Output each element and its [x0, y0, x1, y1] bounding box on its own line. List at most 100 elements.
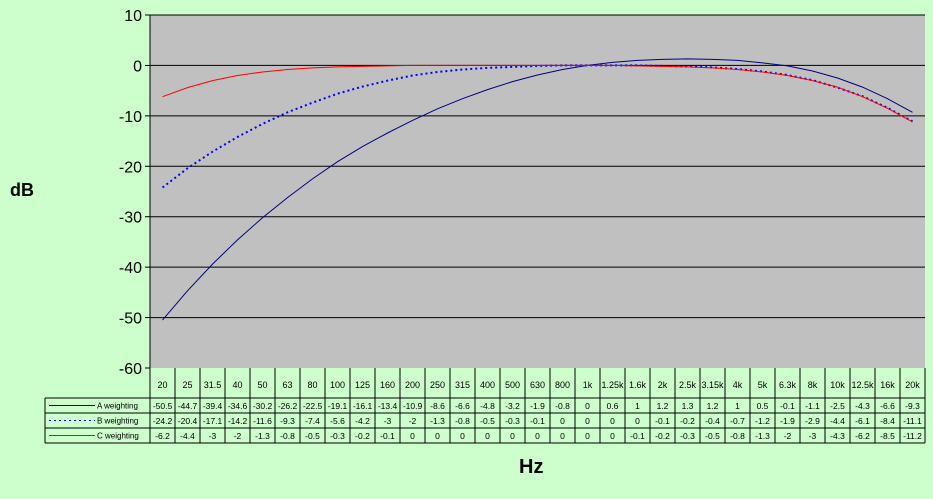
x-tick-label: 40 — [232, 380, 242, 390]
table-cell-value: -0.8 — [730, 431, 745, 441]
x-tick-label: 100 — [330, 380, 345, 390]
table-cell-value: -4.2 — [355, 416, 370, 426]
y-tick-label: -40 — [119, 260, 142, 277]
table-cell-value: -0.5 — [705, 431, 720, 441]
x-tick-label: 5k — [758, 380, 768, 390]
table-cell-value: 0 — [560, 431, 565, 441]
table-cell-value: 0 — [435, 431, 440, 441]
table-cell-value: -8.4 — [880, 416, 895, 426]
table-cell-value: 1 — [735, 401, 740, 411]
table-cell-value: -2 — [784, 431, 792, 441]
table-cell-value: -1.3 — [755, 431, 770, 441]
table-cell-value: -0.5 — [480, 416, 495, 426]
table-cell-value: -10.9 — [403, 401, 423, 411]
x-tick-label: 315 — [455, 380, 470, 390]
x-tick-label: 1k — [583, 380, 593, 390]
table-cell-value: -1.2 — [755, 416, 770, 426]
table-cell-value: -0.7 — [730, 416, 745, 426]
x-tick-label: 20 — [157, 380, 167, 390]
x-tick-label: 4k — [733, 380, 743, 390]
x-tick-label: 1.6k — [629, 380, 647, 390]
table-cell-value: 0 — [610, 431, 615, 441]
table-cell-value: 1 — [635, 401, 640, 411]
table-cell-value: 0 — [585, 416, 590, 426]
table-cell-value: -0.2 — [355, 431, 370, 441]
legend-label: A weighting — [97, 402, 138, 411]
x-tick-label: 200 — [405, 380, 420, 390]
table-cell-value: -22.5 — [303, 401, 323, 411]
y-tick-label: -60 — [119, 361, 142, 378]
table-cell-value: -20.4 — [178, 416, 198, 426]
table-cell-value: -26.2 — [278, 401, 298, 411]
table-cell-value: 0 — [635, 416, 640, 426]
table-cell-value: -0.1 — [630, 431, 645, 441]
table-cell-value: -9.3 — [280, 416, 295, 426]
table-cell-value: -6.1 — [855, 416, 870, 426]
table-cell-value: 0 — [560, 416, 565, 426]
x-tick-label: 3.15k — [701, 380, 724, 390]
x-tick-label: 6.3k — [779, 380, 797, 390]
table-cell-value: -1.3 — [255, 431, 270, 441]
table-cell-value: -24.2 — [153, 416, 173, 426]
table-cell-value: 1.3 — [682, 401, 694, 411]
legend-label: C weighting — [97, 432, 139, 441]
y-tick-label: -30 — [119, 210, 142, 227]
table-cell-value: -39.4 — [203, 401, 223, 411]
table-cell-value: -4.3 — [830, 431, 845, 441]
table-cell-value: 1.2 — [657, 401, 669, 411]
table-cell-value: -4.4 — [180, 431, 195, 441]
legend-label: B weighting — [97, 417, 138, 426]
table-cell-value: -11.1 — [903, 416, 922, 426]
plot-area — [150, 15, 925, 368]
table-cell-value: -19.1 — [328, 401, 348, 411]
table-cell-value: 0.6 — [607, 401, 619, 411]
x-tick-label: 80 — [307, 380, 317, 390]
table-cell-value: 0 — [410, 431, 415, 441]
table-cell-value: 0 — [510, 431, 515, 441]
x-tick-label: 10k — [830, 380, 845, 390]
x-tick-label: 125 — [355, 380, 370, 390]
table-cell-value: -4.3 — [855, 401, 870, 411]
table-cell-value: 0 — [585, 431, 590, 441]
y-tick-label: 0 — [133, 58, 142, 75]
table-cell-value: -0.1 — [530, 416, 545, 426]
table-cell-value: 0 — [460, 431, 465, 441]
table-cell-value: -6.2 — [155, 431, 170, 441]
table-cell-value: -2.9 — [805, 416, 820, 426]
table-cell-value: 0 — [610, 416, 615, 426]
table-cell-value: -1.9 — [530, 401, 545, 411]
table-cell-value: -1.3 — [430, 416, 445, 426]
table-cell-value: -2 — [409, 416, 417, 426]
table-cell-value: -2.5 — [830, 401, 845, 411]
y-tick-label: 10 — [124, 8, 142, 25]
x-axis-label: Hz — [519, 456, 544, 478]
series-line-3 — [162, 64, 913, 123]
table-cell-value: -7.4 — [305, 416, 320, 426]
x-tick-label: 63 — [282, 380, 292, 390]
table-cell-value: -5.6 — [330, 416, 345, 426]
table-cell-value: -13.4 — [378, 401, 398, 411]
table-cell-value: -0.1 — [655, 416, 670, 426]
table-cell-value: -3 — [384, 416, 392, 426]
table-cell-value: -6.6 — [880, 401, 895, 411]
table-cell-value: -3 — [809, 431, 817, 441]
table-cell-value: -6.2 — [855, 431, 870, 441]
x-tick-label: 250 — [430, 380, 445, 390]
table-cell-value: -0.8 — [280, 431, 295, 441]
table-cell-value: 0 — [485, 431, 490, 441]
table-cell-value: -0.1 — [380, 431, 395, 441]
table-cell-value: -8.5 — [880, 431, 895, 441]
series-line-1 — [162, 58, 913, 321]
x-tick-label: 31.5 — [204, 380, 222, 390]
x-tick-label: 500 — [505, 380, 520, 390]
table-cell-value: 1.2 — [707, 401, 719, 411]
x-tick-label: 630 — [530, 380, 545, 390]
table-cell-value: -16.1 — [353, 401, 373, 411]
y-tick-label: -10 — [119, 109, 142, 126]
table-cell-value: -0.8 — [455, 416, 470, 426]
table-cell-value: -8.6 — [430, 401, 445, 411]
table-cell-value: -14.2 — [228, 416, 248, 426]
y-tick-label: -50 — [119, 311, 142, 328]
